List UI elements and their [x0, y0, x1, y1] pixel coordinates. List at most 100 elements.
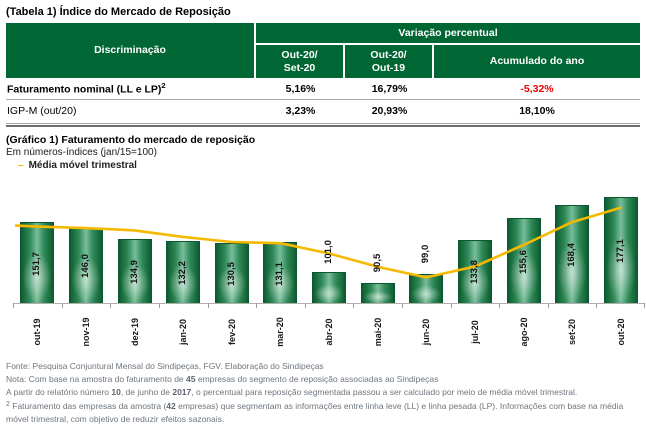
table-row-igpm: IGP-M (out/20) 3,23% 20,93% 18,10% — [6, 100, 640, 122]
footnote-2: 2 Faturamento das empresas da amostra (4… — [6, 400, 640, 426]
note-text: , o percentual para reposição segmentada… — [191, 387, 578, 398]
note-number: 2017 — [172, 387, 192, 398]
bar-value-label-out-20: 177,1 — [614, 239, 626, 263]
column-header-out20-set20: Out-20/ Set-20 — [256, 45, 343, 78]
axis-tick — [110, 303, 112, 308]
table-bottom-rule — [6, 123, 640, 127]
bar-value-label-nov-19: 146,0 — [79, 254, 91, 279]
note-text: empresas) que segmentam as informações e… — [6, 400, 624, 424]
bar-value-label-abr-20: 101,0 — [323, 240, 334, 265]
chart-subtitle: Em números-índices (jan/15=100) — [6, 147, 157, 158]
axis-tick — [644, 303, 645, 308]
axis-tick — [450, 303, 452, 308]
value-out20-set20: 3,23% — [285, 105, 316, 117]
legend-line-swatch-icon: – — [18, 160, 24, 171]
bar-value-label-fev-20: 130,5 — [225, 262, 237, 286]
bar-value-label-ago-20: 155,6 — [517, 249, 529, 274]
bar-value-label-mai-20: 90,5 — [371, 253, 383, 272]
axis-tick — [304, 303, 306, 308]
x-axis-label-out-19: out-19 — [32, 318, 43, 346]
row-label: IGP-M (out/20) — [6, 105, 256, 117]
methodology-note: A partir do relatório número 10, de junh… — [6, 386, 640, 399]
table-body: Faturamento nominal (LL e LP)2 5,16% 16,… — [6, 78, 640, 127]
x-axis-labels: out-19 nov-19 dez-19 jan-20 fev-20 mar-20 abr-… — [13, 304, 645, 356]
row-label-text: Faturamento nominal (LL e LP) — [7, 83, 162, 96]
bar-abr-20 — [312, 272, 346, 303]
row-label-text: IGP-M (out/20) — [7, 105, 77, 117]
x-axis-label-dez-19: dez-19 — [129, 318, 140, 347]
note-text: , de junho de — [120, 387, 173, 398]
bar-out-19 — [20, 222, 55, 303]
note-number: 42 — [166, 400, 176, 411]
row-label: Faturamento nominal (LL e LP)2 — [6, 81, 256, 96]
note-text: Faturamento das empresas da amostra ( — [9, 400, 167, 411]
value-out20-out19: 16,79% — [371, 82, 408, 95]
axis-tick — [256, 303, 258, 308]
note-text: A partir do relatório número — [6, 387, 112, 398]
bar-value-label-jan-20: 132,2 — [177, 261, 189, 286]
x-axis-label-fev-20: fev-20 — [226, 319, 237, 346]
bar-value-label-out-19: 151,7 — [31, 251, 43, 276]
bar-dez-19 — [117, 238, 152, 303]
axis-tick — [499, 303, 501, 308]
axis-tick — [207, 303, 209, 308]
x-axis-label-ago-20: ago-20 — [518, 317, 529, 347]
x-axis-label-jan-20: jan-20 — [178, 319, 189, 346]
note-text: empresas do segmento de reposição associ… — [195, 374, 439, 385]
x-axis-label-mar-20: mar-20 — [275, 317, 286, 347]
chart-header: (Gráfico 1) Faturamento do mercado de re… — [6, 134, 640, 171]
bar-nov-19 — [68, 227, 103, 303]
bar-value-label-jun-20: 99,0 — [420, 244, 432, 264]
footnote-marker: 2 — [6, 400, 10, 408]
column-header-discriminacao: Discriminação — [6, 23, 254, 78]
col2-line2: Out-19 — [371, 61, 406, 74]
column-header-acumulado-do-ano: Acumulado do ano — [434, 45, 640, 78]
x-axis-label-set-20: set-20 — [567, 319, 578, 346]
note-number: 45 — [186, 374, 196, 385]
axis-tick — [158, 303, 160, 308]
axis-tick — [547, 303, 549, 308]
value-out20-out19: 20,93% — [371, 105, 408, 117]
col1-line1: Out-20/ — [281, 48, 318, 61]
table-title: (Tabela 1) Índice do Mercado de Reposiçã… — [6, 6, 231, 18]
source-note: Fonte: Pesquisa Conjuntural Mensal do Si… — [6, 360, 640, 373]
legend-label: Média móvel trimestral — [28, 160, 137, 171]
axis-tick — [13, 303, 14, 308]
column-header-out20-out19: Out-20/ Out-19 — [345, 45, 432, 78]
table-header: Discriminação Variação percentual Out-20… — [6, 23, 640, 78]
bar-out-20 — [603, 196, 638, 303]
bar-jan-20 — [166, 241, 201, 303]
footer-notes: Fonte: Pesquisa Conjuntural Mensal do Si… — [6, 360, 640, 426]
bar-jul-20 — [457, 239, 492, 303]
axis-tick — [353, 303, 355, 308]
footnote-superscript: 2 — [161, 81, 166, 91]
bar-mar-20 — [263, 242, 298, 303]
value-acumulado: 18,10% — [519, 105, 555, 117]
moving-average-line-layer — [14, 206, 623, 279]
x-axis-label-out-20: out-20 — [615, 318, 626, 346]
value-out20-set20: 5,16% — [285, 82, 316, 95]
bar-value-label-mar-20: 131,1 — [274, 261, 286, 286]
axis-tick — [61, 303, 63, 308]
x-axis-label-mai-20: mai-20 — [372, 317, 383, 347]
bar-mai-20 — [360, 282, 395, 303]
x-axis-label-jun-20: jun-20 — [421, 318, 432, 346]
note-text: Nota: Com base na amostra do faturamento… — [6, 374, 187, 385]
column-group-variacao-percentual: Variação percentual — [256, 23, 640, 43]
x-axis-label-jul-20: jul-20 — [469, 320, 480, 344]
moving-average-line — [14, 206, 623, 279]
col2-line1: Out-20/ — [370, 48, 407, 61]
bar-jun-20 — [409, 274, 444, 303]
x-axis-label-nov-19: nov-19 — [80, 317, 91, 347]
table-row-faturamento-nominal: Faturamento nominal (LL e LP)2 5,16% 16,… — [6, 78, 640, 100]
bar-fev-20 — [214, 243, 249, 303]
sample-note: Nota: Com base na amostra do faturamento… — [6, 373, 640, 386]
axis-tick — [401, 303, 403, 308]
bar-ago-20 — [506, 218, 541, 303]
value-acumulado: -5,32% — [520, 82, 554, 95]
x-axis-label-abr-20: abr-20 — [324, 318, 334, 346]
bar-value-label-jul-20: 133,8 — [468, 260, 480, 285]
chart-plot: 151,7 146,0 134,9 132,2 130,5 131,1 101,0 90,5 9… — [13, 185, 645, 308]
bar-value-label-dez-19: 134,9 — [128, 259, 140, 284]
